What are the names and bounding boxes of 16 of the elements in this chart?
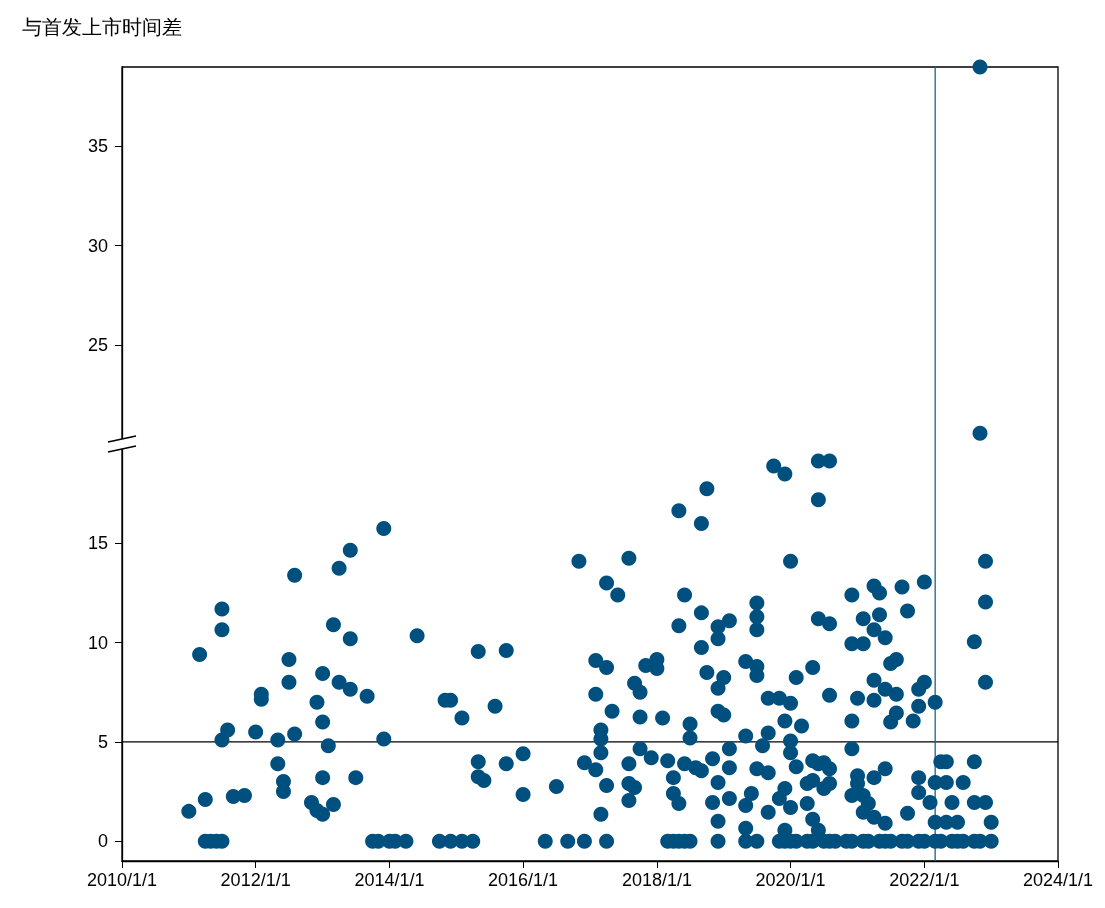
x-tick-label: 2014/1/1 (354, 870, 425, 890)
y-tick-label: 35 (87, 136, 108, 157)
y-tick-label: 5 (97, 731, 108, 752)
x-tick-label: 2012/1/1 (220, 870, 291, 890)
y-tick-label: 15 (87, 533, 108, 554)
x-tick-label: 2020/1/1 (755, 870, 826, 890)
y-tick-label: 0 (97, 831, 108, 852)
x-tick-label: 2016/1/1 (488, 870, 559, 890)
y-tick-label: 10 (87, 632, 108, 653)
x-tick-label: 2024/1/1 (1022, 870, 1094, 890)
x-tick-label: 2010/1/1 (86, 870, 158, 890)
y-tick-label: 30 (87, 235, 108, 256)
y-axis-title: 与首发上市时间差 (22, 15, 182, 39)
x-tick-label: 2018/1/1 (621, 870, 692, 890)
x-tick-label: 2022/1/1 (889, 870, 960, 890)
y-tick-label: 25 (87, 334, 108, 355)
